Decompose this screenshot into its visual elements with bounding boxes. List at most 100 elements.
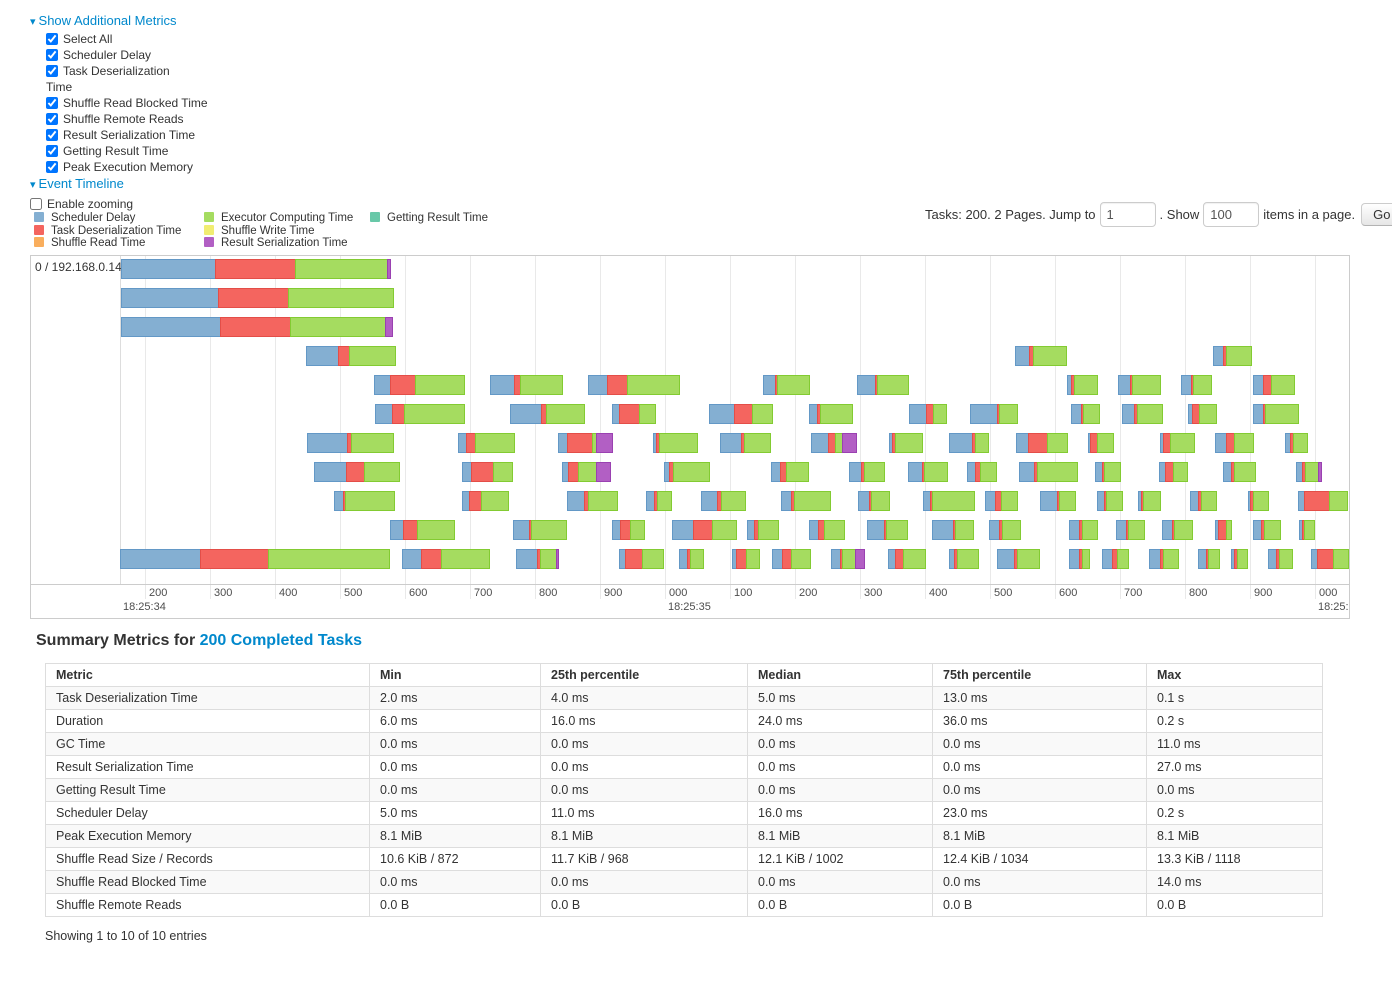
task-bar[interactable] — [490, 375, 563, 395]
task-bar[interactable] — [720, 433, 772, 453]
task-bar[interactable] — [458, 433, 516, 453]
task-bar[interactable] — [709, 404, 773, 424]
task-bar[interactable] — [808, 404, 854, 424]
metric-checkbox[interactable] — [46, 49, 58, 61]
task-bar[interactable] — [1222, 462, 1256, 482]
task-bar[interactable] — [746, 520, 779, 540]
task-bar[interactable] — [618, 549, 665, 569]
task-bar[interactable] — [1231, 549, 1248, 569]
task-bar[interactable] — [1298, 520, 1316, 540]
task-bar[interactable] — [1068, 520, 1099, 540]
task-bar[interactable] — [762, 375, 811, 395]
enable-zooming-checkbox[interactable] — [30, 198, 42, 210]
task-bar[interactable] — [830, 549, 865, 569]
task-bar[interactable] — [671, 520, 737, 540]
task-bar[interactable] — [1122, 404, 1163, 424]
task-bar[interactable] — [989, 520, 1021, 540]
task-bar[interactable] — [1016, 433, 1069, 453]
task-bar[interactable] — [334, 491, 396, 511]
task-bar[interactable] — [772, 549, 812, 569]
task-bar[interactable] — [401, 549, 490, 569]
task-bar[interactable] — [849, 462, 885, 482]
metric-checkbox[interactable] — [46, 145, 58, 157]
task-bar[interactable] — [809, 520, 846, 540]
show-additional-metrics-toggle[interactable]: ▾ Show Additional Metrics — [30, 12, 208, 31]
task-bar[interactable] — [856, 375, 910, 395]
task-bar[interactable] — [888, 549, 926, 569]
task-bar[interactable] — [1297, 491, 1349, 511]
metric-checkbox[interactable] — [46, 33, 58, 45]
task-bar[interactable] — [984, 491, 1019, 511]
task-bar[interactable] — [771, 462, 809, 482]
task-bar[interactable] — [558, 433, 614, 453]
task-bar[interactable] — [1197, 549, 1220, 569]
task-bar[interactable] — [781, 491, 832, 511]
task-bar[interactable] — [1101, 549, 1129, 569]
task-bar[interactable] — [811, 433, 858, 453]
metric-checkbox[interactable] — [46, 113, 58, 125]
task-bar[interactable] — [1066, 375, 1098, 395]
task-bar[interactable] — [889, 433, 923, 453]
task-bar[interactable] — [1087, 433, 1115, 453]
task-bar[interactable] — [1115, 520, 1146, 540]
task-bar[interactable] — [969, 404, 1018, 424]
task-bar[interactable] — [510, 404, 585, 424]
task-bar[interactable] — [375, 404, 466, 424]
task-bar[interactable] — [907, 462, 949, 482]
task-bar[interactable] — [1310, 549, 1349, 569]
task-bar[interactable] — [967, 462, 997, 482]
task-bar[interactable] — [701, 491, 746, 511]
task-bar[interactable] — [1097, 491, 1124, 511]
completed-tasks-link[interactable]: 200 Completed Tasks — [199, 632, 363, 649]
task-bar[interactable] — [374, 375, 466, 395]
task-bar[interactable] — [1285, 433, 1308, 453]
task-bar[interactable] — [1215, 520, 1232, 540]
task-bar[interactable] — [120, 317, 393, 337]
jump-to-page-input[interactable] — [1099, 202, 1156, 227]
task-bar[interactable] — [1212, 346, 1253, 366]
task-bar[interactable] — [949, 549, 979, 569]
task-bar[interactable] — [462, 462, 513, 482]
task-bar[interactable] — [462, 491, 509, 511]
task-bar[interactable] — [1014, 346, 1067, 366]
task-bar[interactable] — [646, 491, 672, 511]
items-per-page-input[interactable] — [1203, 202, 1260, 227]
task-bar[interactable] — [1180, 375, 1213, 395]
task-bar[interactable] — [1039, 491, 1077, 511]
task-bar[interactable] — [1190, 491, 1218, 511]
task-bar[interactable] — [908, 404, 948, 424]
task-bar[interactable] — [562, 462, 612, 482]
task-bar[interactable] — [923, 491, 975, 511]
task-bar[interactable] — [1018, 462, 1078, 482]
task-bar[interactable] — [679, 549, 705, 569]
task-bar[interactable] — [1252, 375, 1296, 395]
task-bar[interactable] — [1268, 549, 1294, 569]
task-bar[interactable] — [858, 491, 891, 511]
task-bar[interactable] — [1252, 404, 1299, 424]
task-bar[interactable] — [306, 346, 396, 366]
task-bar[interactable] — [1070, 404, 1100, 424]
task-bar[interactable] — [389, 520, 455, 540]
metric-checkbox[interactable] — [46, 65, 58, 77]
task-bar[interactable] — [1094, 462, 1122, 482]
task-bar[interactable] — [516, 549, 560, 569]
task-bar[interactable] — [612, 404, 656, 424]
task-bar[interactable] — [1117, 375, 1162, 395]
task-bar[interactable] — [664, 462, 711, 482]
task-bar[interactable] — [997, 549, 1040, 569]
task-bar[interactable] — [1160, 433, 1195, 453]
metric-checkbox[interactable] — [46, 161, 58, 173]
task-bar[interactable] — [1253, 520, 1281, 540]
metric-checkbox[interactable] — [46, 97, 58, 109]
task-bar[interactable] — [1158, 462, 1188, 482]
task-bar[interactable] — [1149, 549, 1179, 569]
task-bar[interactable] — [1161, 520, 1194, 540]
task-bar[interactable] — [1296, 462, 1322, 482]
task-bar[interactable] — [731, 549, 761, 569]
task-bar[interactable] — [653, 433, 699, 453]
task-bar[interactable] — [1247, 491, 1270, 511]
task-bar[interactable] — [307, 433, 394, 453]
task-bar[interactable] — [566, 491, 619, 511]
task-bar[interactable] — [588, 375, 680, 395]
task-bar[interactable] — [948, 433, 990, 453]
